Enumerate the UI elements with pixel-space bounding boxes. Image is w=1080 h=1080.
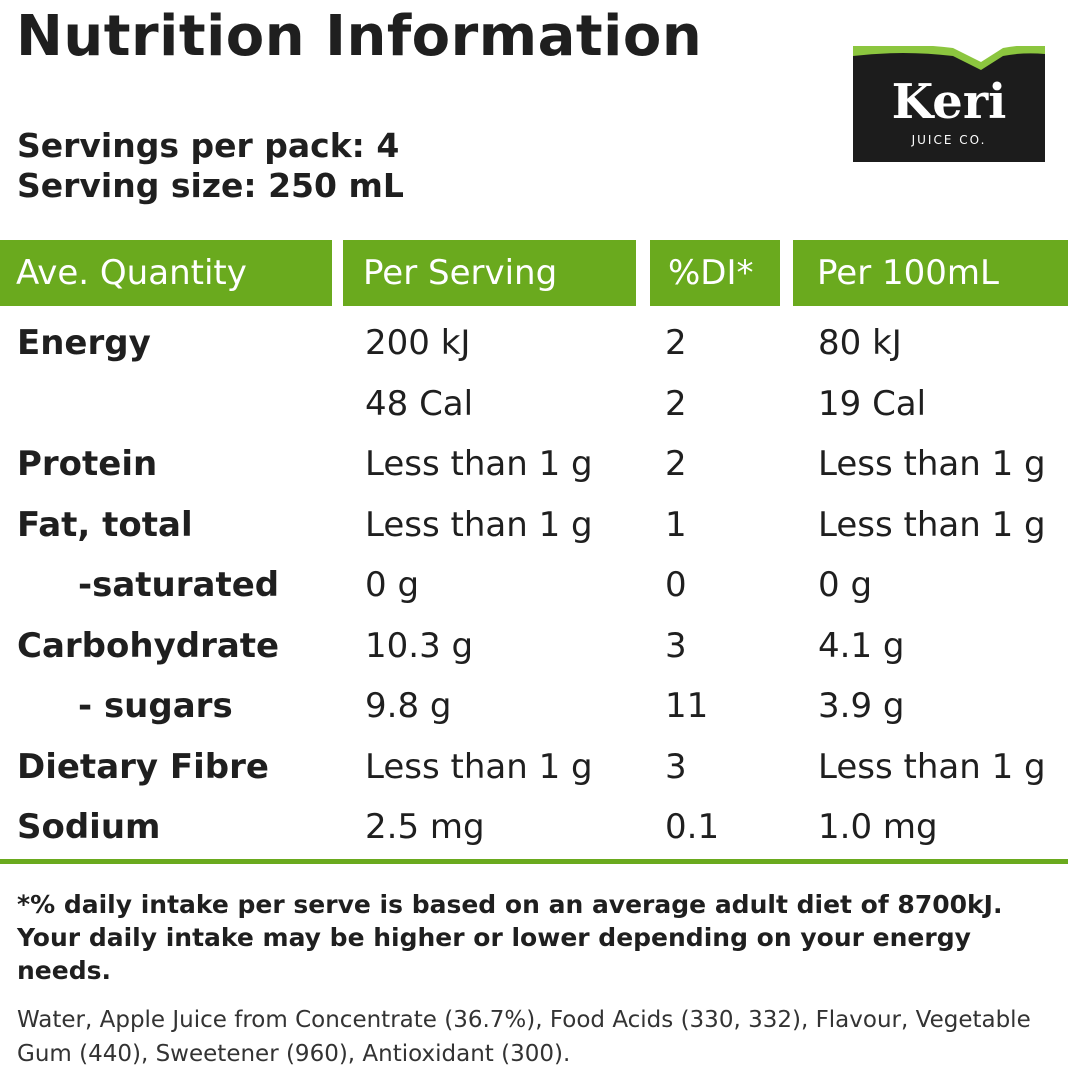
percent-di-value: 11: [665, 686, 709, 726]
serving-size: Serving size: 250 mL: [17, 166, 404, 205]
per-100ml-value: 80 kJ: [818, 323, 902, 363]
header-per-100ml: Per 100mL: [793, 240, 1068, 306]
ingredients: Water, Apple Juice from Concentrate (36.…: [17, 1007, 1031, 1067]
per-100ml-value: Less than 1 g: [818, 444, 1046, 484]
per-serving-value: 200 kJ: [365, 323, 471, 363]
per-serving-value: 0 g: [365, 565, 420, 605]
per-serving-value: Less than 1 g: [365, 746, 593, 787]
svg-text:Keri: Keri: [892, 74, 1007, 130]
nutrient-name: Dietary Fibre: [17, 746, 269, 787]
per-serving-value: 2.5 mg: [365, 807, 485, 847]
per-100ml-value: Less than 1 g: [818, 746, 1046, 787]
header-ave-quantity: Ave. Quantity: [0, 240, 332, 306]
keri-logo: Keri JUICE CO.: [853, 46, 1045, 162]
svg-text:JUICE CO.: JUICE CO.: [911, 133, 987, 147]
divider: [0, 859, 1068, 864]
percent-di-value: 2: [665, 383, 687, 424]
nutrient-name: Carbohydrate: [17, 625, 280, 666]
servings-per-pack: Servings per pack: 4: [17, 126, 400, 165]
per-100ml-value: 19 Cal: [818, 383, 927, 424]
per-100ml-value: 0 g: [818, 565, 873, 605]
nutrient-name: Energy: [17, 323, 151, 363]
table-row: Dietary Fibre Less than 1 g 3 Less than 1 g: [0, 737, 1080, 797]
table-row: Sodium 2.5 mg 0.1 1.0 mg: [0, 797, 1080, 857]
per-serving-value: Less than 1 g: [365, 444, 593, 484]
table-row: 48 Cal 2 19 Cal: [0, 374, 1080, 434]
header-per-serving: Per Serving: [343, 240, 636, 306]
per-100ml-value: 3.9 g: [818, 686, 905, 726]
nutrient-name: Protein: [17, 444, 158, 484]
percent-di-value: 0: [665, 565, 687, 605]
percent-di-value: 3: [665, 625, 687, 666]
nutrient-name: -saturated: [78, 565, 280, 605]
table-row: - sugars 9.8 g 11 3.9 g: [0, 676, 1080, 736]
per-serving-value: 10.3 g: [365, 625, 474, 666]
percent-di-value: 2: [665, 444, 687, 484]
table-row: Carbohydrate 10.3 g 3 4.1 g: [0, 616, 1080, 676]
per-100ml-value: 1.0 mg: [818, 807, 938, 847]
percent-di-value: 0.1: [665, 807, 720, 847]
nutrient-name: - sugars: [78, 686, 233, 726]
nutrient-name: Fat, total: [17, 504, 193, 545]
nutrient-name: Sodium: [17, 807, 161, 847]
per-100ml-value: 4.1 g: [818, 625, 905, 666]
percent-di-value: 2: [665, 323, 687, 363]
table-row: Fat, total Less than 1 g 1 Less than 1 g: [0, 495, 1080, 555]
percent-di-value: 3: [665, 746, 687, 787]
page-title: Nutrition Information: [16, 4, 703, 69]
header-percent-di: %DI*: [650, 240, 780, 306]
per-100ml-value: Less than 1 g: [818, 504, 1046, 545]
table-row: Protein Less than 1 g 2 Less than 1 g: [0, 434, 1080, 494]
per-serving-value: 48 Cal: [365, 383, 474, 424]
per-serving-value: Less than 1 g: [365, 504, 593, 545]
table-row: Energy 200 kJ 2 80 kJ: [0, 313, 1080, 373]
per-serving-value: 9.8 g: [365, 686, 452, 726]
footnote: *% daily intake per serve is based on an…: [17, 890, 1003, 985]
table-row: -saturated 0 g 0 0 g: [0, 555, 1080, 615]
percent-di-value: 1: [665, 504, 687, 545]
